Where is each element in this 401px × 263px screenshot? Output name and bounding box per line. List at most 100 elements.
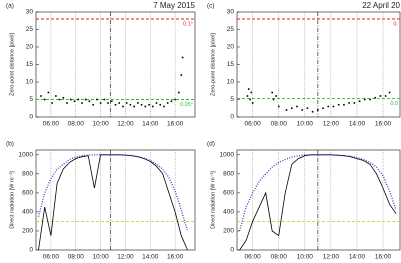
y-axis-label: Zero-point distance [pixel] [9,33,15,96]
x-tick-label: 08:00 [271,254,288,261]
y-tick-label: 400 [223,209,234,216]
data-point [285,109,288,111]
data-point [311,110,314,113]
data-point [155,102,158,104]
data-point [73,100,76,103]
y-tick-label: 15 [227,61,235,68]
data-point [388,91,391,94]
x-tick-label: 12:00 [323,121,340,128]
data-point [327,105,330,108]
data-point [40,95,42,97]
x-tick-label: 16:00 [167,121,184,128]
panel-title: 22 April 20 [362,1,400,10]
y-tick-label: 600 [22,190,33,197]
x-tick-label: 12:00 [117,254,134,261]
data-point [99,102,102,104]
data-point [58,98,61,101]
series-line [37,154,189,232]
data-point [66,102,68,104]
y-tick-label: 20 [26,44,34,51]
x-tick-label: 14:00 [349,254,366,261]
y-tick-label: 10 [227,79,235,86]
plot-frame [236,11,401,118]
data-point [129,103,132,106]
data-point [317,109,319,111]
data-point [96,98,98,101]
x-tick-label: 10:00 [297,121,314,128]
data-point [180,74,183,76]
data-point [348,102,350,104]
data-point [69,98,72,101]
data-point [107,102,109,104]
y-tick-label: 1000 [19,151,34,158]
y-tick-label: 10 [26,79,34,86]
y-tick-label: 5 [29,96,33,103]
data-point [379,95,382,97]
data-point [275,95,277,97]
data-point [114,103,117,106]
data-point [166,102,169,104]
data-point [77,98,80,101]
data-point [122,105,124,108]
data-point [144,105,147,108]
y-tick-label: 400 [22,209,33,216]
data-point [384,95,387,97]
data-point [290,107,293,110]
data-point [249,98,251,101]
data-point [170,100,173,103]
x-tick-label: 16:00 [167,254,184,261]
data-point [272,98,275,101]
data-point [151,105,154,108]
data-point [110,100,113,103]
y-tick-label: 800 [223,171,234,178]
plot-frame [236,149,401,251]
y-axis-label: Zero-point distance [pixel] [210,33,216,96]
y-tick-label: 200 [223,228,234,235]
data-point [369,98,371,101]
x-tick-label: 16:00 [375,121,392,128]
data-point [103,98,106,101]
x-tick-label: 16:00 [375,254,392,261]
panel-label: (c) [207,3,215,10]
y-tick-label: 200 [22,228,33,235]
y-tick-label: 600 [223,190,234,197]
data-point [332,105,335,108]
data-point [43,98,46,101]
data-point [163,105,165,108]
data-point [81,102,83,104]
data-point [271,91,274,94]
x-tick-label: 08:00 [68,121,85,128]
y-axis-label: Direct radiation [W m⁻²] [9,171,15,229]
data-point [148,103,150,106]
x-tick-label: 14:00 [349,121,366,128]
data-point [181,56,184,59]
data-point [174,98,176,101]
series-line [38,154,188,251]
y-tick-label: 5 [230,96,234,103]
data-point [277,105,280,108]
x-tick-label: 10:00 [92,121,109,128]
data-point [140,103,143,106]
reference-label: 0. [393,21,398,27]
data-point [137,102,139,104]
data-point [84,98,87,101]
data-point [92,103,94,106]
data-point [301,109,303,111]
y-tick-label: 800 [22,171,33,178]
reference-label: 0.05° [180,102,193,108]
data-point [358,100,361,103]
x-tick-label: 12:00 [323,254,340,261]
panel-label: (d) [207,141,215,148]
y-tick-label: 0 [29,247,33,254]
x-tick-label: 06:00 [245,254,262,261]
x-tick-label: 06:00 [43,121,60,128]
data-point [47,91,50,94]
data-point [62,96,65,99]
x-tick-label: 06:00 [245,121,262,128]
series-line [239,154,397,251]
data-point [178,91,180,94]
x-tick-label: 10:00 [92,254,109,261]
data-point [55,95,57,97]
y-tick-label: 0 [230,114,234,121]
